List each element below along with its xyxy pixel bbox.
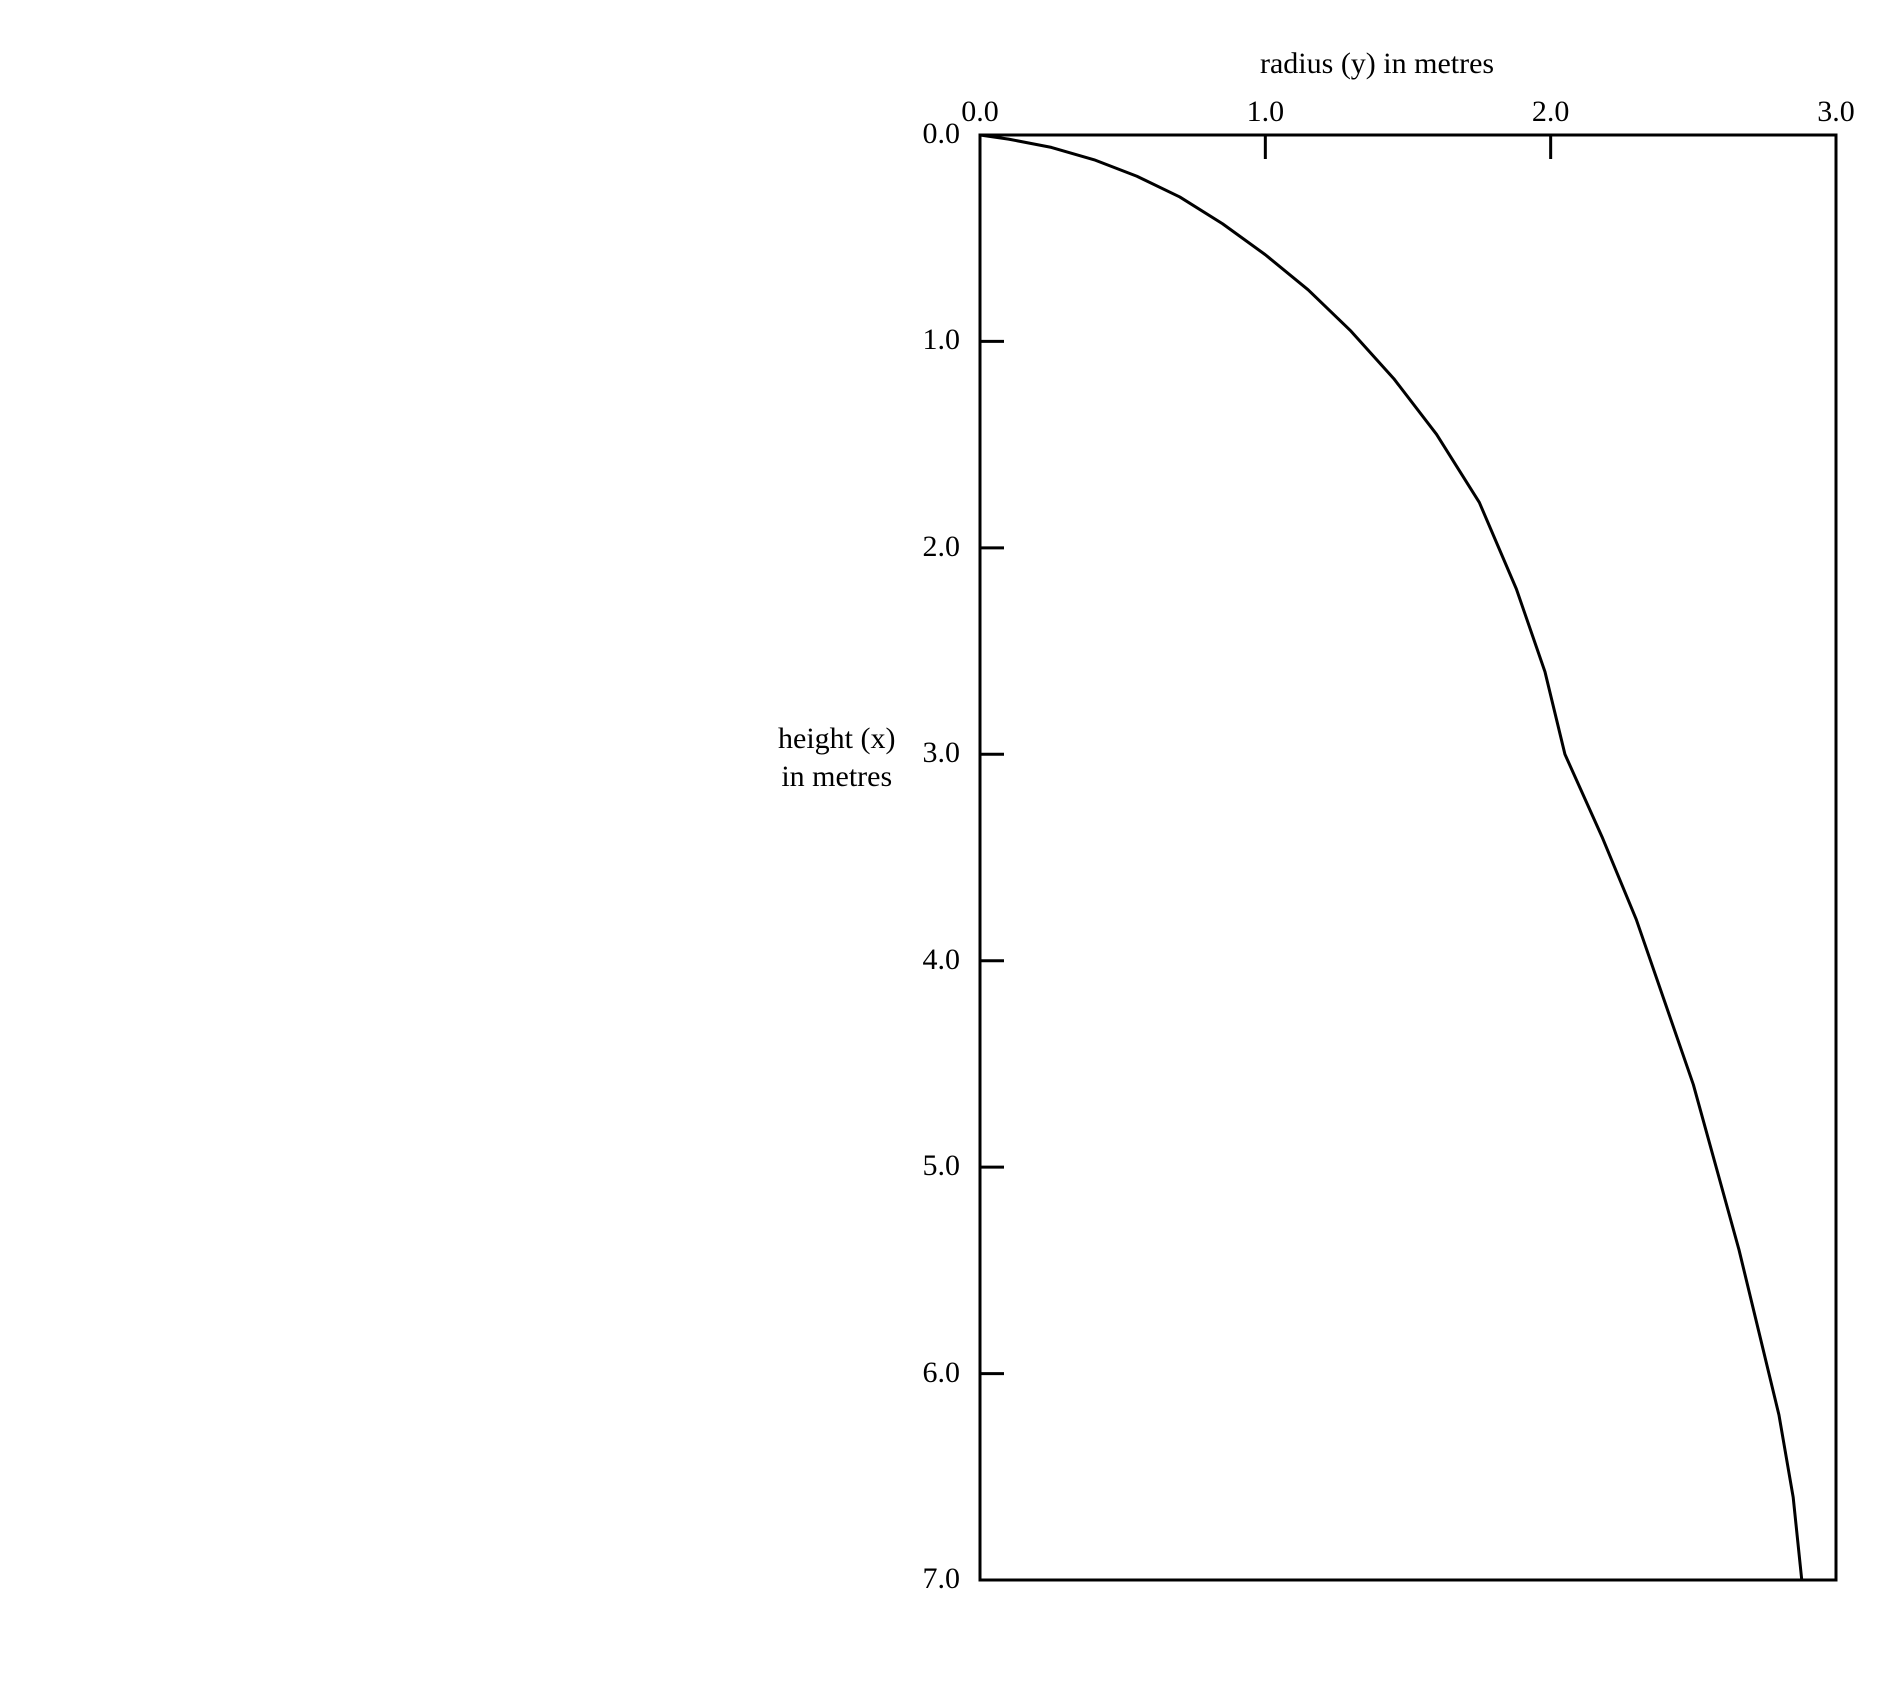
y-tick-label: 4.0 [900, 943, 960, 977]
y-axis-title: height (x) in metres [778, 720, 895, 795]
y-tick-label: 6.0 [900, 1356, 960, 1390]
chart-svg [0, 0, 1884, 1689]
y-tick-label: 7.0 [900, 1562, 960, 1596]
y-tick-label: 1.0 [900, 323, 960, 357]
x-tick-label: 1.0 [1225, 95, 1305, 129]
x-tick-label: 3.0 [1796, 95, 1876, 129]
x-axis-title: radius (y) in metres [1260, 45, 1494, 83]
y-tick-label: 0.0 [900, 117, 960, 151]
y-tick-label: 2.0 [900, 530, 960, 564]
y-tick-label: 3.0 [900, 736, 960, 770]
chart-container: radius (y) in metres height (x) in metre… [0, 0, 1884, 1689]
x-tick-label: 2.0 [1511, 95, 1591, 129]
y-tick-label: 5.0 [900, 1149, 960, 1183]
